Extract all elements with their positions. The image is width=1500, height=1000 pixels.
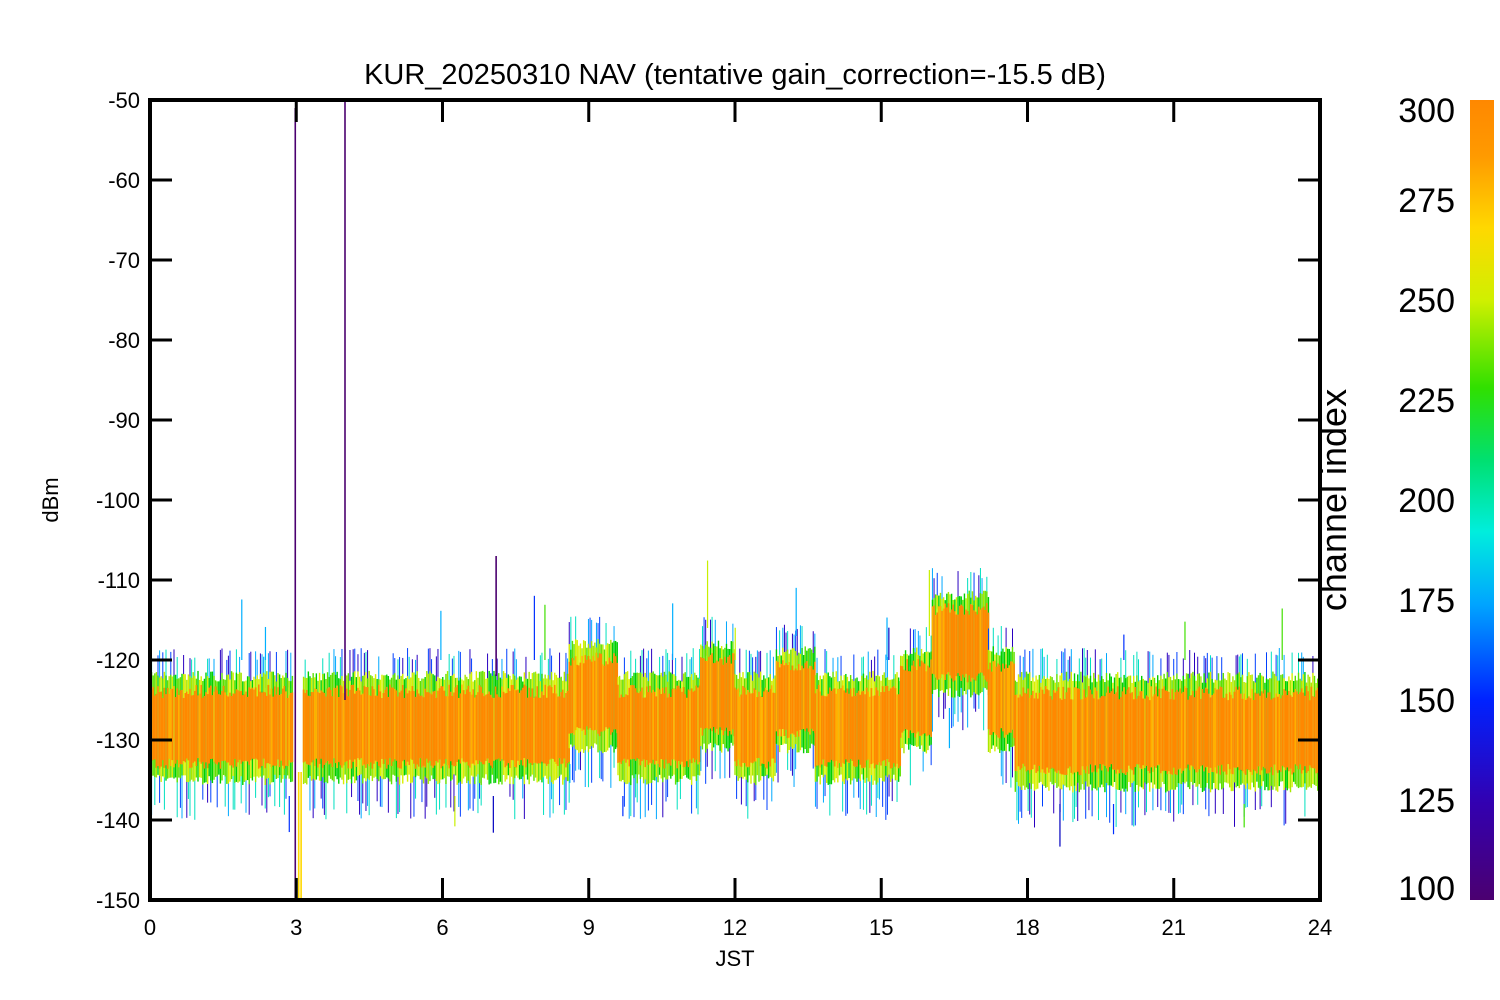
trace-segment [149, 599, 294, 833]
colorbar-label: channel index [1313, 389, 1354, 611]
y-tick-label: -100 [96, 488, 140, 513]
y-tick-label: -150 [96, 888, 140, 913]
trace-segment [617, 603, 701, 820]
colorbar-tick-label: 125 [1398, 782, 1455, 820]
y-tick-label: -70 [108, 248, 140, 273]
trace-segment [734, 627, 776, 819]
x-tick-label: 15 [869, 915, 893, 940]
trace-segment [987, 626, 1015, 788]
colorbar [1470, 100, 1494, 900]
y-tick-label: -110 [98, 568, 140, 593]
x-tick-label: 3 [290, 915, 302, 940]
y-tick-label: -50 [108, 88, 140, 113]
y-tick-label: -60 [108, 168, 140, 193]
trace-segment [899, 570, 932, 786]
y-tick-label: -90 [108, 408, 140, 433]
colorbar-tick-label: 150 [1398, 682, 1455, 720]
spike-lines [294, 100, 497, 900]
x-tick-label: 6 [436, 915, 448, 940]
trace-segment [814, 617, 902, 820]
x-tick-label: 12 [723, 915, 747, 940]
y-axis-label: dBm [38, 477, 63, 522]
x-tick-label: 0 [144, 915, 156, 940]
colorbar-tick-label: 175 [1398, 582, 1455, 620]
x-tick-label: 9 [583, 915, 595, 940]
colorbar-tick-label: 225 [1398, 382, 1455, 420]
trace-segment [775, 587, 816, 787]
y-tick-label: -140 [96, 808, 140, 833]
y-tick-label: -130 [96, 728, 140, 753]
x-tick-label: 18 [1015, 915, 1039, 940]
colorbar-tick-label: 275 [1398, 182, 1455, 220]
y-tick-label: -120 [96, 648, 140, 673]
trace-segment [302, 595, 570, 833]
chart-title: KUR_20250310 NAV (tentative gain_correct… [364, 59, 1106, 91]
axis-ticks: 0 3 6 9 12 15 18 21 24 -50 -60 -70 -80 -90 -100 -110 -12… [96, 88, 1332, 940]
trace-segment [700, 560, 736, 784]
y-tick-label: -80 [108, 328, 140, 353]
colorbar-tick-label: 100 [1398, 870, 1455, 908]
x-tick-label: 24 [1308, 915, 1332, 940]
x-axis-label: JST [715, 946, 754, 971]
trace-segment [1014, 608, 1321, 847]
colorbar-ticks: 100 125 150 175 200 225 250 275 300 [1398, 92, 1455, 908]
colorbar-tick-label: 300 [1398, 92, 1455, 130]
colorbar-tick-label: 250 [1398, 282, 1455, 320]
trace-segment [568, 616, 619, 788]
x-tick-label: 21 [1162, 915, 1186, 940]
colorbar-tick-label: 200 [1398, 482, 1455, 520]
signal-traces [149, 560, 1321, 847]
trace-segment [931, 568, 990, 749]
